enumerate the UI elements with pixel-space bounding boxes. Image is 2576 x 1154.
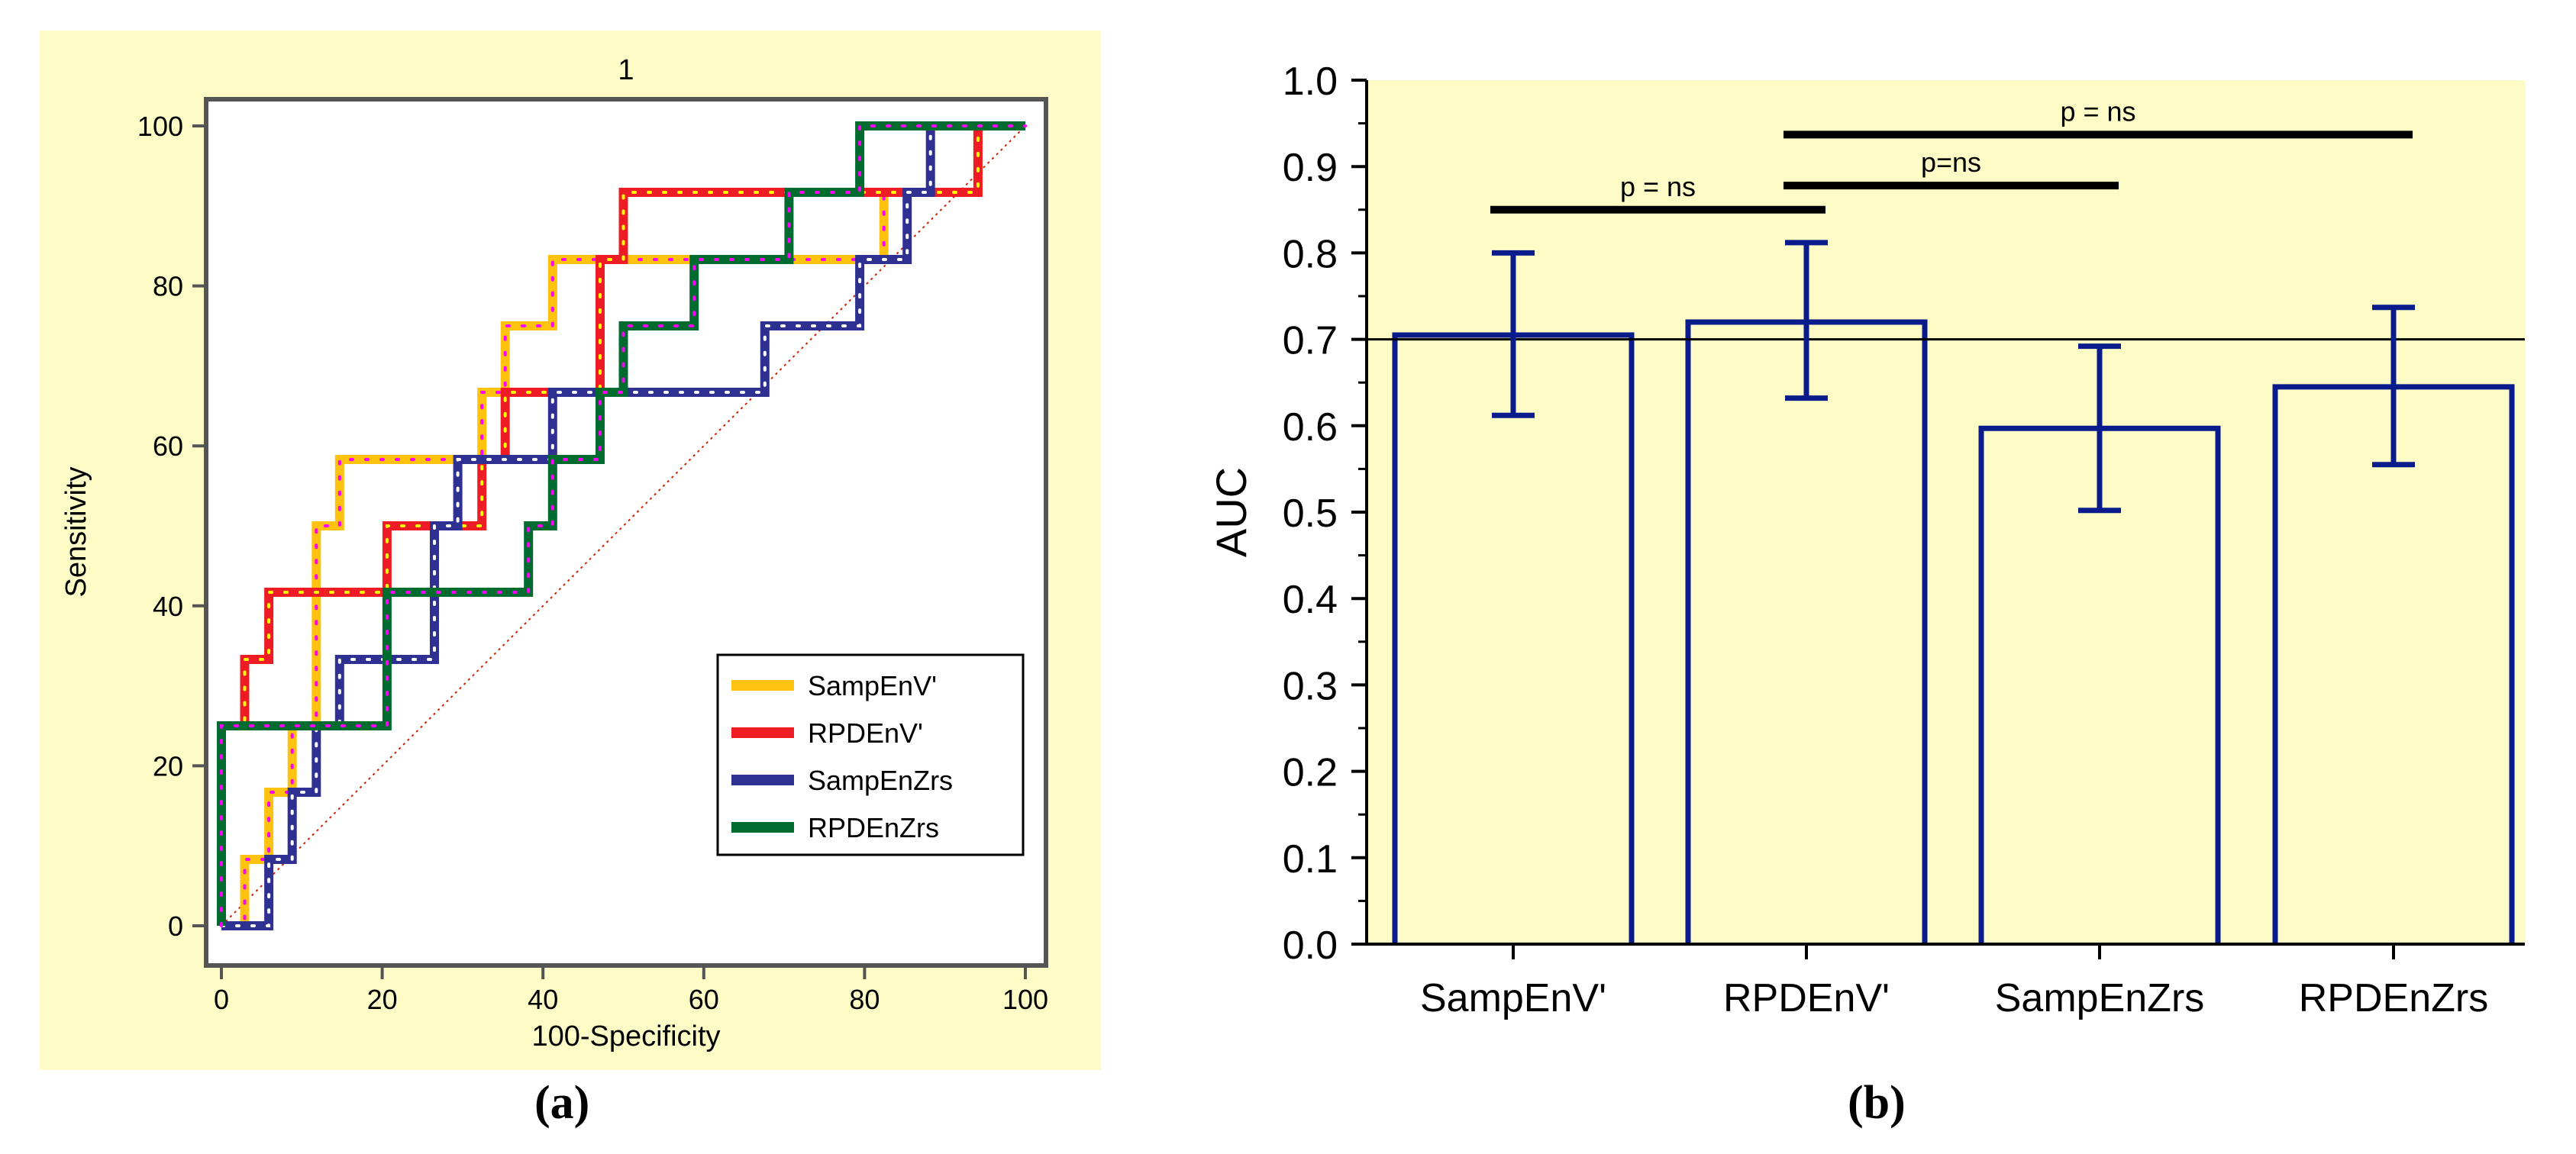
significance-label: p = ns <box>1620 171 1696 202</box>
roc-y-tick-label: 0 <box>168 911 183 942</box>
roc-title: 1 <box>618 54 634 86</box>
auc-plot-area <box>1367 80 2525 944</box>
auc-y-axis-label: AUC <box>1207 467 1255 557</box>
roc-y-tick-label: 80 <box>153 271 183 302</box>
roc-y-tick-label: 60 <box>153 430 183 462</box>
roc-x-tick-label: 80 <box>849 984 880 1015</box>
auc-x-tick-label: RPDEnV' <box>1723 976 1890 1020</box>
roc-series-rpdenzrs-dots <box>220 124 1027 927</box>
roc-series-sampenzrs <box>221 121 1025 930</box>
auc-y-tick-label: 0.8 <box>1283 232 1338 276</box>
auc-y-tick-label: 0.4 <box>1283 578 1338 622</box>
auc-ticks: 0.0 0.1 0.2 0.3 0.4 0.5 0.6 0.7 0.8 0.9 1.0 SampEnV… <box>1283 60 2489 1020</box>
auc-y-tick-label: 1.0 <box>1283 60 1338 104</box>
roc-ticks: 0 20 40 60 80 100 0 20 40 60 80 100 <box>137 111 1048 1015</box>
auc-y-tick-label: 0.2 <box>1283 751 1338 795</box>
auc-error-bars <box>1492 240 2415 514</box>
significance-label: p = ns <box>2060 95 2135 127</box>
roc-series-sampenv <box>221 121 1025 930</box>
roc-series-rpdenv-dots <box>220 124 1027 927</box>
auc-y-tick-label: 0.6 <box>1283 405 1338 450</box>
roc-x-axis-label: 100-Specificity <box>531 1020 720 1052</box>
roc-y-axis-label: Sensitivity <box>60 466 92 597</box>
caption-a: (a) <box>534 1077 590 1129</box>
auc-significance-brackets: p = ns p=ns p = ns <box>1490 95 2413 214</box>
roc-y-tick-label: 100 <box>137 111 183 142</box>
auc-x-tick-label: RPDEnZrs <box>2299 976 2488 1020</box>
auc-y-tick-label: 0.1 <box>1283 837 1338 882</box>
roc-frame <box>204 97 1048 968</box>
roc-y-tick-label: 20 <box>153 750 183 782</box>
legend-label-sampenzrs: SampEnZrs <box>808 765 953 796</box>
auc-x-tick-label: SampEnZrs <box>1995 976 2205 1020</box>
auc-y-tick-label: 0.5 <box>1283 492 1338 536</box>
roc-x-tick-label: 0 <box>214 984 229 1015</box>
roc-y-tick-label: 40 <box>153 591 183 622</box>
significance-label: p=ns <box>1921 147 1981 178</box>
roc-panel: 1 0 20 40 60 80 100 0 20 40 60 80 100 100-Specifici… <box>40 31 1101 1070</box>
legend-label-sampenv: SampEnV' <box>808 670 937 701</box>
auc-bar-panel: 0.0 0.1 0.2 0.3 0.4 0.5 0.6 0.7 0.8 0.9 1.0 SampEnV… <box>1207 60 2525 1020</box>
legend-label-rpdenzrs: RPDEnZrs <box>808 812 939 843</box>
roc-x-tick-label: 100 <box>1002 984 1048 1015</box>
auc-y-tick-label: 0.7 <box>1283 319 1338 363</box>
roc-series-group <box>217 121 1027 930</box>
auc-y-tick-label: 0.9 <box>1283 146 1338 190</box>
auc-y-tick-label: 0.0 <box>1283 924 1338 968</box>
roc-x-tick-label: 60 <box>689 984 719 1015</box>
roc-x-tick-label: 20 <box>367 984 398 1015</box>
auc-x-tick-label: SampEnV' <box>1420 976 1606 1020</box>
auc-y-tick-label: 0.3 <box>1283 664 1338 708</box>
caption-b: (b) <box>1848 1077 1906 1129</box>
roc-x-tick-label: 40 <box>528 984 558 1015</box>
roc-legend: SampEnV' RPDEnV' SampEnZrs RPDEnZrs <box>716 653 1025 856</box>
legend-label-rpdenv: RPDEnV' <box>808 717 923 749</box>
